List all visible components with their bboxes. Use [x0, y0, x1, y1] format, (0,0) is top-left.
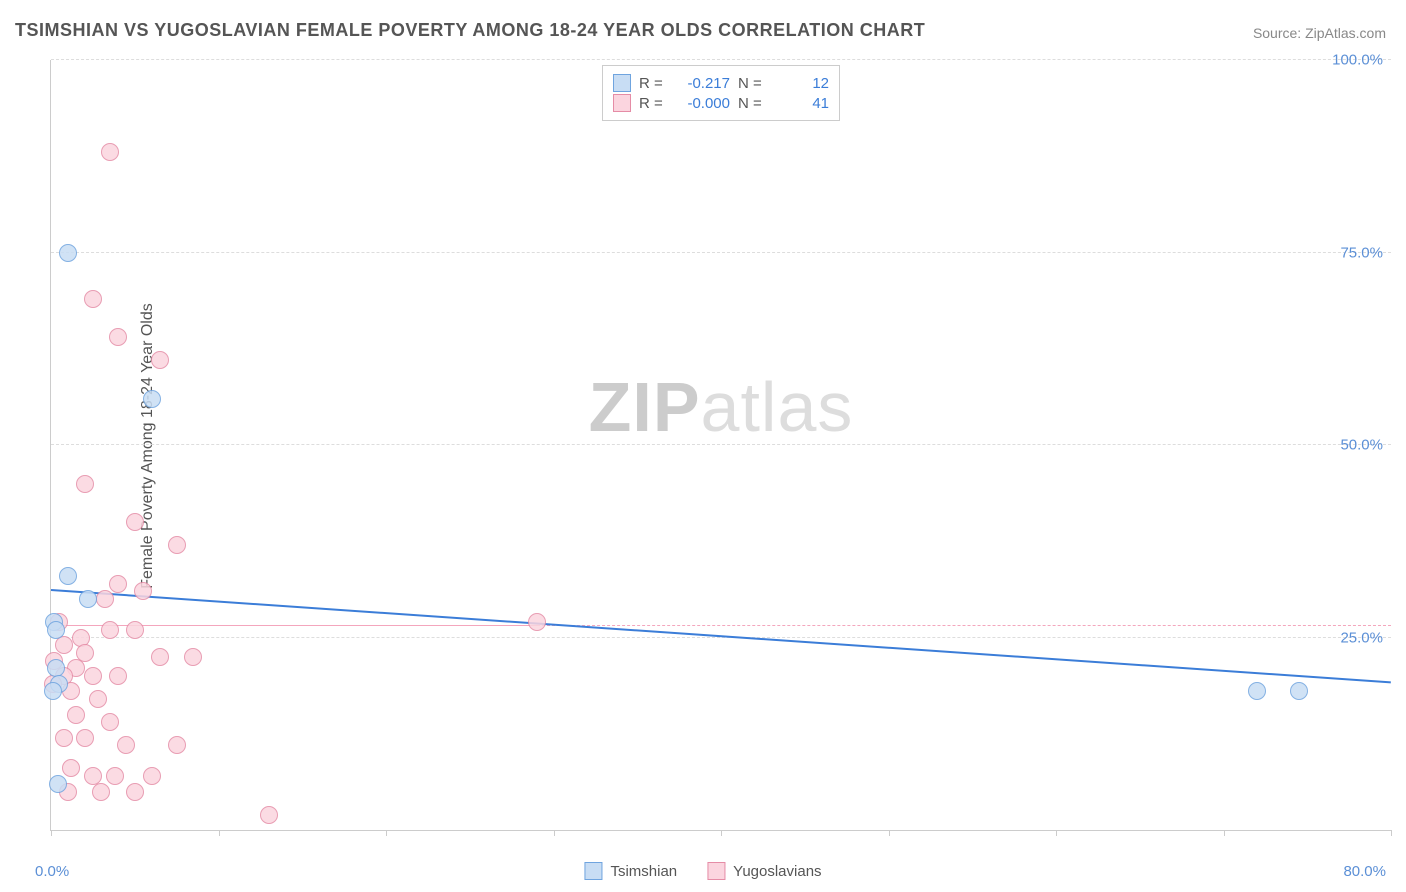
scatter-point	[44, 682, 62, 700]
scatter-point	[49, 775, 67, 793]
scatter-point	[96, 590, 114, 608]
scatter-point	[92, 783, 110, 801]
stat-label: R =	[639, 75, 667, 92]
stat-label: R =	[639, 95, 667, 112]
x-tick	[554, 830, 555, 836]
chart-plot-area: ZIPatlas R = -0.217 N = 12 R = -0.000 N …	[50, 60, 1391, 831]
legend-item: Tsimshian	[584, 862, 677, 880]
x-axis-max-label: 80.0%	[1343, 863, 1386, 880]
scatter-point	[126, 513, 144, 531]
trend-line-secondary	[51, 625, 537, 626]
x-tick	[1391, 830, 1392, 836]
scatter-point	[84, 290, 102, 308]
scatter-point	[1290, 682, 1308, 700]
scatter-point	[67, 706, 85, 724]
stat-label: N =	[738, 75, 766, 92]
legend-label: Yugoslavians	[733, 863, 821, 880]
scatter-point	[89, 690, 107, 708]
scatter-point	[126, 621, 144, 639]
scatter-point	[59, 567, 77, 585]
trend-line-secondary-dashed	[537, 625, 1391, 626]
scatter-point	[106, 767, 124, 785]
scatter-point	[168, 536, 186, 554]
scatter-point	[101, 713, 119, 731]
x-tick	[219, 830, 220, 836]
scatter-point	[55, 729, 73, 747]
scatter-point	[143, 767, 161, 785]
stats-row: R = -0.217 N = 12	[613, 74, 829, 92]
series-swatch-icon	[613, 74, 631, 92]
scatter-point	[76, 475, 94, 493]
scatter-point	[109, 328, 127, 346]
watermark-logo: ZIPatlas	[589, 367, 854, 447]
scatter-point	[260, 806, 278, 824]
scatter-point	[109, 575, 127, 593]
series-swatch-icon	[707, 862, 725, 880]
y-tick-label: 25.0%	[1340, 629, 1383, 646]
x-axis-min-label: 0.0%	[35, 863, 69, 880]
scatter-point	[76, 729, 94, 747]
scatter-point	[134, 582, 152, 600]
scatter-point	[47, 621, 65, 639]
scatter-point	[101, 143, 119, 161]
series-swatch-icon	[584, 862, 602, 880]
scatter-point	[126, 783, 144, 801]
scatter-point	[109, 667, 127, 685]
legend-label: Tsimshian	[610, 863, 677, 880]
x-tick	[889, 830, 890, 836]
y-tick-label: 100.0%	[1332, 52, 1383, 69]
scatter-point	[168, 736, 186, 754]
gridline	[51, 252, 1391, 253]
correlation-stats-box: R = -0.217 N = 12 R = -0.000 N = 41	[602, 65, 840, 121]
y-tick-label: 50.0%	[1340, 437, 1383, 454]
scatter-point	[79, 590, 97, 608]
x-tick	[1224, 830, 1225, 836]
x-tick	[51, 830, 52, 836]
scatter-point	[184, 648, 202, 666]
scatter-point	[528, 613, 546, 631]
chart-title: TSIMSHIAN VS YUGOSLAVIAN FEMALE POVERTY …	[15, 20, 925, 41]
series-swatch-icon	[613, 94, 631, 112]
stat-value: 41	[774, 95, 829, 112]
scatter-point	[143, 390, 161, 408]
stat-value: -0.217	[675, 75, 730, 92]
gridline	[51, 59, 1391, 60]
scatter-point	[1248, 682, 1266, 700]
y-tick-label: 75.0%	[1340, 244, 1383, 261]
scatter-point	[117, 736, 135, 754]
scatter-point	[62, 759, 80, 777]
x-tick	[1056, 830, 1057, 836]
stat-label: N =	[738, 95, 766, 112]
scatter-point	[59, 244, 77, 262]
x-tick	[721, 830, 722, 836]
gridline	[51, 444, 1391, 445]
stat-value: -0.000	[675, 95, 730, 112]
scatter-point	[151, 351, 169, 369]
scatter-point	[151, 648, 169, 666]
source-citation: Source: ZipAtlas.com	[1253, 25, 1386, 41]
legend-item: Yugoslavians	[707, 862, 821, 880]
chart-legend: Tsimshian Yugoslavians	[584, 862, 821, 880]
scatter-point	[84, 667, 102, 685]
scatter-point	[101, 621, 119, 639]
stats-row: R = -0.000 N = 41	[613, 94, 829, 112]
stat-value: 12	[774, 75, 829, 92]
x-tick	[386, 830, 387, 836]
